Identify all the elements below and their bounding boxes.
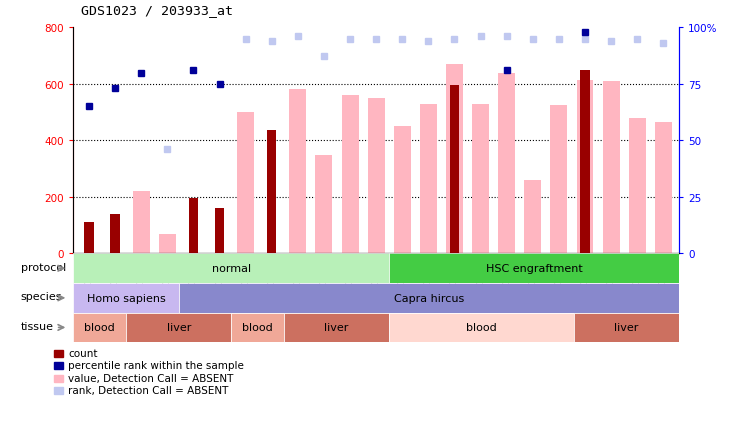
Bar <box>446 65 463 254</box>
Bar <box>603 82 619 254</box>
Bar <box>73 313 126 342</box>
Bar <box>84 223 94 254</box>
Bar <box>341 96 358 254</box>
Bar <box>389 313 574 342</box>
Bar <box>498 73 515 254</box>
Bar <box>450 86 459 254</box>
Bar <box>73 254 389 283</box>
Text: count: count <box>68 348 98 358</box>
Bar <box>54 375 63 382</box>
Bar <box>237 113 254 254</box>
Bar <box>289 90 306 254</box>
Bar <box>368 99 385 254</box>
Bar <box>550 106 567 254</box>
Text: Homo sapiens: Homo sapiens <box>87 293 165 303</box>
Text: rank, Detection Call = ABSENT: rank, Detection Call = ABSENT <box>68 385 229 395</box>
Text: liver: liver <box>614 323 639 332</box>
Bar <box>54 350 63 357</box>
Bar <box>284 313 389 342</box>
Bar <box>316 155 333 254</box>
Text: percentile rank within the sample: percentile rank within the sample <box>68 361 244 371</box>
Bar <box>111 214 120 254</box>
Bar <box>394 127 411 254</box>
Text: Capra hircus: Capra hircus <box>393 293 464 303</box>
Bar <box>231 313 284 342</box>
Bar <box>574 313 679 342</box>
Text: blood: blood <box>466 323 497 332</box>
Bar <box>581 70 589 254</box>
Bar <box>189 199 198 254</box>
Bar <box>178 283 679 313</box>
Bar <box>629 118 646 254</box>
Text: HSC engraftment: HSC engraftment <box>486 264 583 273</box>
Text: protocol: protocol <box>21 262 66 272</box>
Bar <box>54 387 63 394</box>
Bar <box>54 362 63 369</box>
Text: value, Detection Call = ABSENT: value, Detection Call = ABSENT <box>68 373 234 383</box>
Text: liver: liver <box>167 323 191 332</box>
Text: species: species <box>21 292 62 302</box>
Bar <box>576 80 594 254</box>
Text: liver: liver <box>324 323 349 332</box>
Bar <box>524 181 541 254</box>
Text: normal: normal <box>212 264 251 273</box>
Text: GDS1023 / 203933_at: GDS1023 / 203933_at <box>81 4 233 17</box>
Text: blood: blood <box>242 323 273 332</box>
Bar <box>389 254 679 283</box>
Text: blood: blood <box>84 323 115 332</box>
Bar <box>133 192 150 254</box>
Bar <box>472 105 489 254</box>
Bar <box>420 105 437 254</box>
Bar <box>655 123 672 254</box>
Bar <box>73 254 679 339</box>
Bar <box>215 209 224 254</box>
Bar <box>267 131 277 254</box>
Bar <box>73 283 178 313</box>
Text: tissue: tissue <box>21 321 54 331</box>
Bar <box>159 234 176 254</box>
Bar <box>126 313 231 342</box>
